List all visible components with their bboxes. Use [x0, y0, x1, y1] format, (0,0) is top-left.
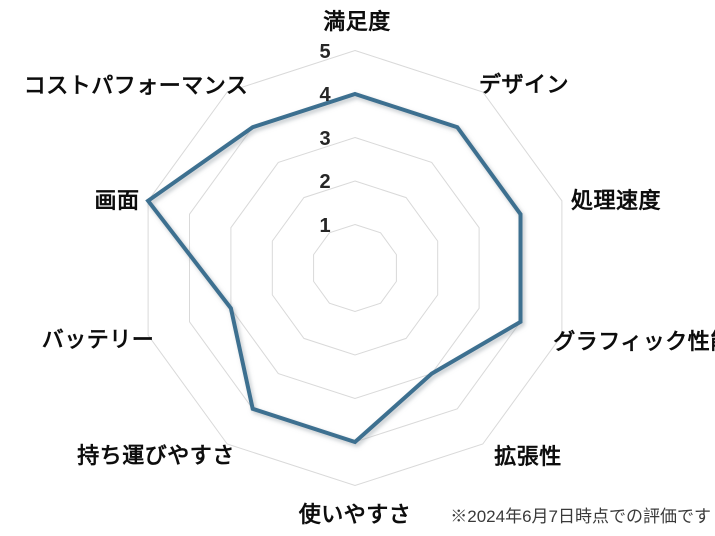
grid-ring-level-1: [313, 223, 397, 313]
grid-ring-level-3: [230, 136, 480, 400]
radar-gridlines: [147, 49, 563, 487]
radar-data-series: [145, 91, 523, 445]
scale-tick-3: 3: [319, 127, 331, 150]
category-label-expandability: 拡張性: [494, 444, 562, 469]
category-label-ease-of-use: 使いやすさ: [298, 502, 412, 527]
scale-tick-2: 2: [319, 171, 331, 193]
data-series-polygon: [145, 91, 523, 445]
grid-ring-level-5: [147, 49, 563, 487]
category-label-processing-speed: 処理速度: [570, 188, 662, 213]
scale-tick-1: 1: [319, 214, 331, 237]
category-label-design: デザイン: [478, 72, 570, 97]
category-label-battery: バッテリー: [41, 327, 155, 352]
category-label-portability: 持ち運びやすさ: [77, 443, 235, 468]
category-label-screen: 画面: [94, 188, 140, 213]
scale-tick-5: 5: [319, 40, 331, 63]
evaluation-note: ※2024年6月7日時点での評価です: [450, 507, 711, 526]
grid-ring-level-2: [271, 180, 439, 356]
scale-tick-4: 4: [319, 84, 331, 106]
category-label-graphics-performance: グラフィック性能: [553, 329, 715, 354]
category-label-cost-performance: コストパフォーマンス: [23, 73, 249, 98]
category-label-satisfaction: 満足度: [323, 9, 391, 34]
